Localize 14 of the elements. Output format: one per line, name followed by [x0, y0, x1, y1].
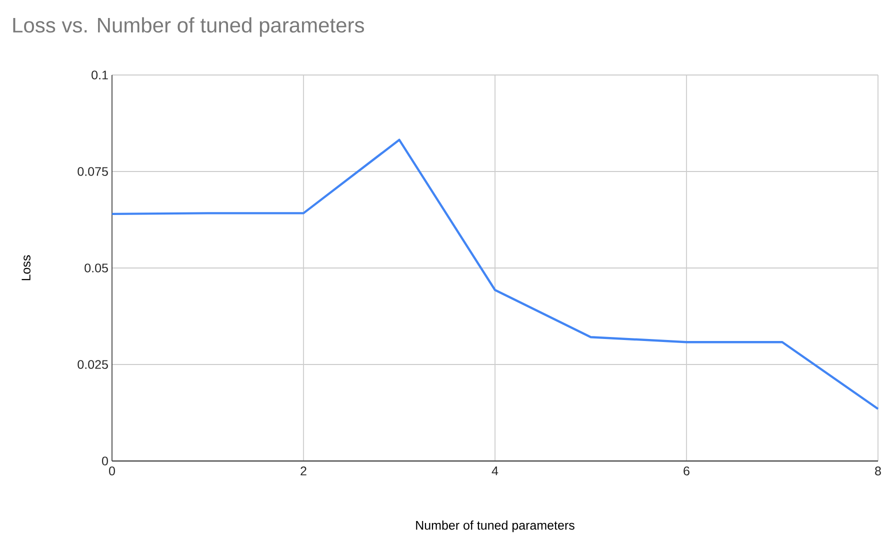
line-series	[110, 138, 880, 410]
x-tick-label: 2	[300, 466, 306, 476]
x-tick-label: 6	[684, 466, 690, 476]
y-tick-label: 0.05	[84, 264, 108, 273]
x-axis-title: Number of tuned parameters	[416, 520, 574, 532]
y-tick-label: 0.025	[78, 360, 108, 370]
chart-title: Loss vs. Number of tuned parameters	[13, 17, 364, 38]
y-axis-title: Loss	[22, 255, 30, 280]
y-tick-label: 0	[102, 456, 108, 466]
x-tick-label: 8	[875, 466, 881, 476]
y-tick-label: 0.1	[92, 70, 108, 80]
x-tick-label: 4	[492, 466, 498, 476]
y-tick-label: 0.075	[78, 167, 108, 176]
x-tick-label: 0	[109, 466, 115, 476]
